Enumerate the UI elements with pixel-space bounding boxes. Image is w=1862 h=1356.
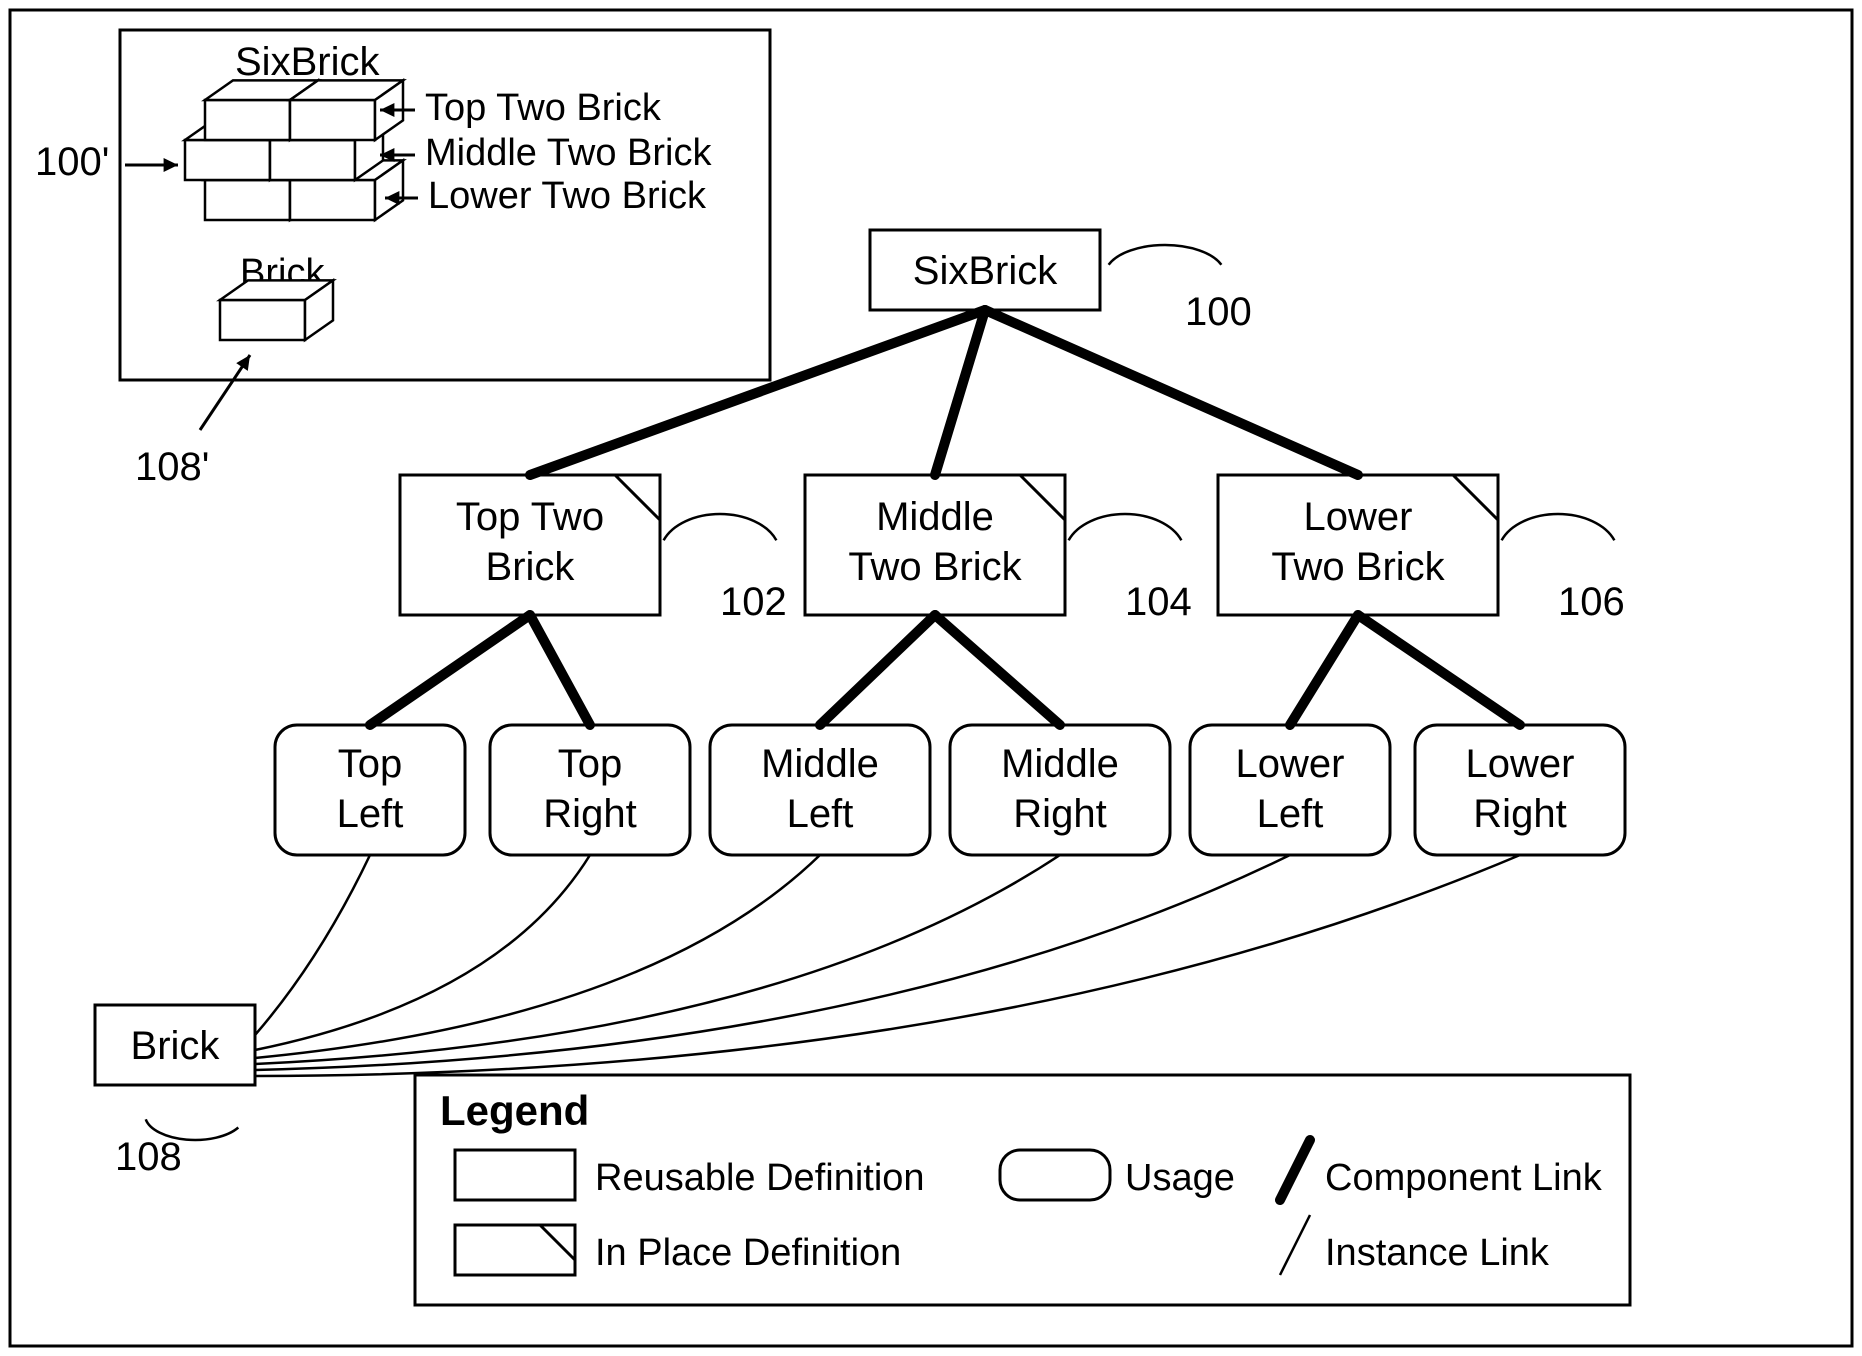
component-link — [985, 310, 1358, 475]
legend-label: Instance Link — [1325, 1232, 1550, 1274]
legend-instance-link-icon — [1280, 1215, 1310, 1275]
legend-title: Legend — [440, 1087, 589, 1134]
ref-108: 108 — [115, 1135, 182, 1179]
node-ll-label2: Left — [1257, 792, 1324, 836]
node-ll-label1: Lower — [1236, 742, 1345, 786]
component-link — [1358, 615, 1520, 725]
instance-link — [255, 855, 370, 1035]
legend-label: In Place Definition — [595, 1232, 901, 1274]
node-mr-label2: Right — [1013, 792, 1106, 836]
legend-inplace-icon — [455, 1225, 575, 1275]
legend-component-link-icon — [1280, 1140, 1310, 1200]
component-link — [820, 615, 935, 725]
component-link — [1290, 615, 1358, 725]
node-ml-label2: Left — [787, 792, 854, 836]
node-top_two-label2: Brick — [486, 545, 576, 589]
inset-row-label: Lower Two Brick — [428, 175, 707, 217]
legend-label: Usage — [1125, 1157, 1235, 1199]
ref-100-prime: 100' — [35, 140, 109, 184]
ref-100: 100 — [1185, 290, 1252, 334]
legend-label: Component Link — [1325, 1157, 1603, 1199]
component-link — [370, 615, 530, 725]
instance-link — [255, 855, 590, 1050]
ref-106: 106 — [1558, 580, 1625, 624]
node-mid_two-label2: Two Brick — [848, 545, 1022, 589]
node-top_two-label1: Top Two — [456, 495, 604, 539]
node-lr-label2: Right — [1473, 792, 1566, 836]
component-link — [935, 310, 985, 475]
node-tr-label2: Right — [543, 792, 636, 836]
node-tl-label2: Left — [337, 792, 404, 836]
legend-label: Reusable Definition — [595, 1157, 925, 1199]
node-low_two-label2: Two Brick — [1271, 545, 1445, 589]
legend-usage-icon — [1000, 1150, 1110, 1200]
node-ml-label1: Middle — [761, 742, 879, 786]
node-mid_two-label1: Middle — [876, 495, 994, 539]
node-brick-label: Brick — [131, 1024, 221, 1068]
node-low_two-label1: Lower — [1304, 495, 1413, 539]
inset-row-label: Top Two Brick — [425, 87, 662, 129]
node-mr-label1: Middle — [1001, 742, 1119, 786]
component-link — [530, 310, 985, 475]
node-tr-label1: Top — [558, 742, 623, 786]
instance-link — [255, 855, 1520, 1076]
instance-link — [255, 855, 1060, 1064]
ref-102: 102 — [720, 580, 787, 624]
component-link — [935, 615, 1060, 725]
node-lr-label1: Lower — [1466, 742, 1575, 786]
inset-row-label: Middle Two Brick — [425, 132, 713, 174]
node-sixbrick-label: SixBrick — [913, 249, 1058, 293]
inset-title: SixBrick — [235, 40, 380, 84]
legend-reusable-icon — [455, 1150, 575, 1200]
ref-108-prime: 108' — [135, 445, 209, 489]
ref-104: 104 — [1125, 580, 1192, 624]
node-tl-label1: Top — [338, 742, 403, 786]
component-link — [530, 615, 590, 725]
